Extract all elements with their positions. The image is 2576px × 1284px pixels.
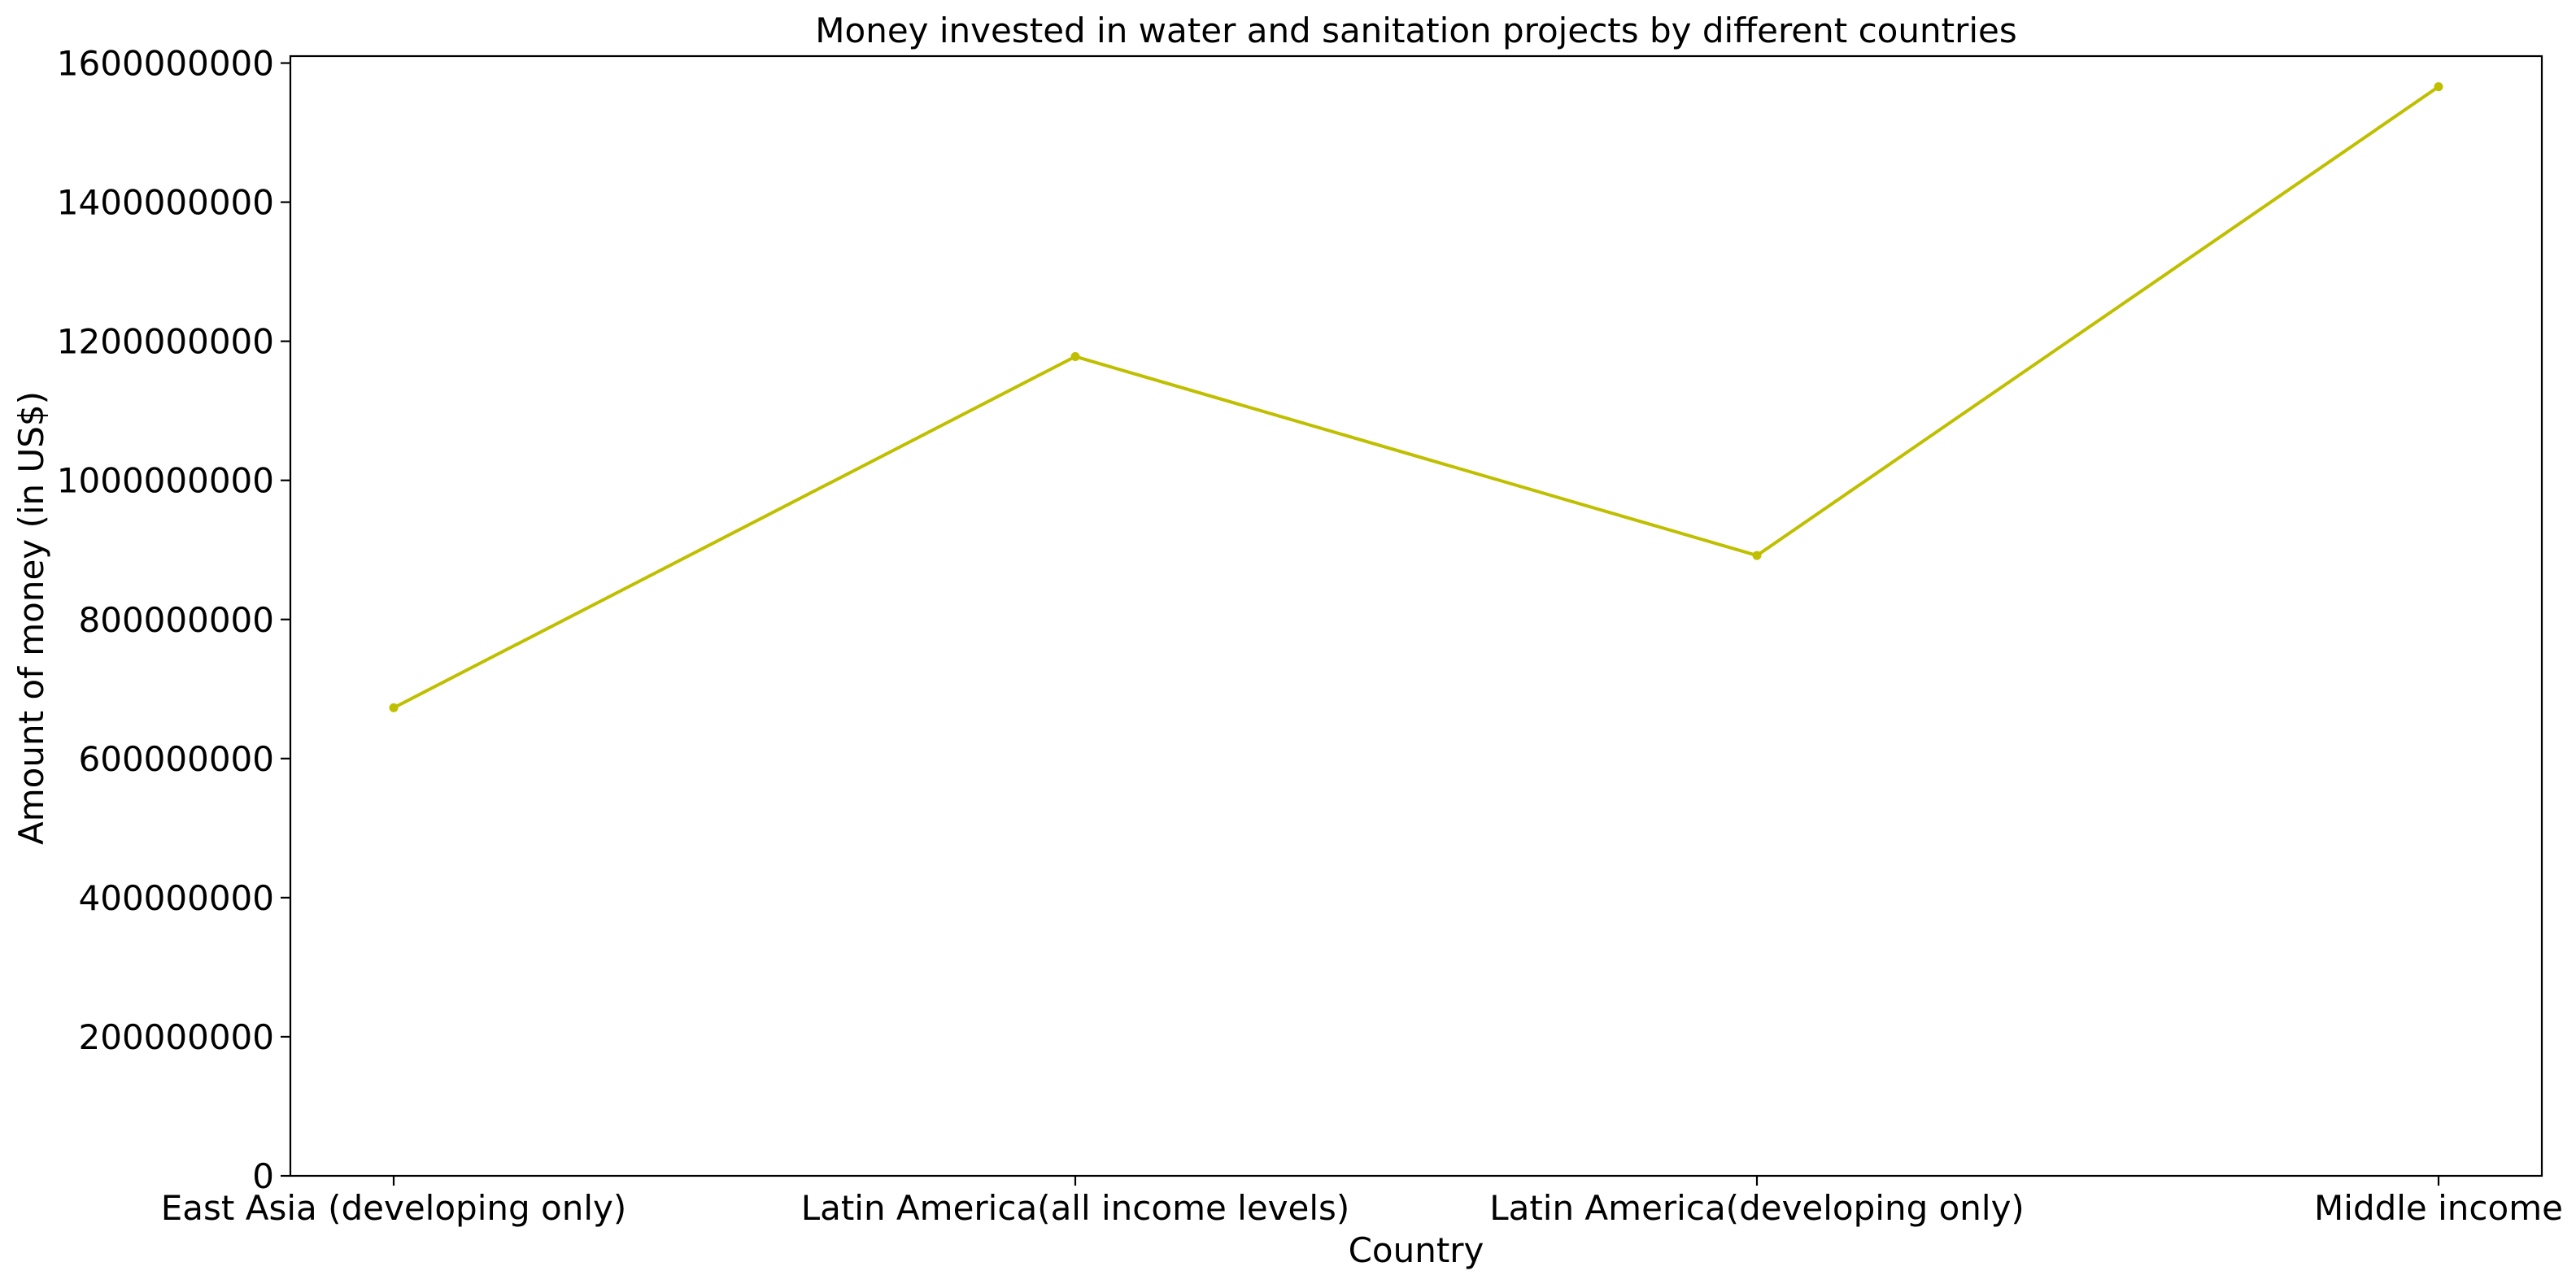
y-tick-label: 1000000000 — [57, 461, 274, 501]
y-tick-label: 600000000 — [79, 739, 275, 779]
series-line — [393, 85, 2440, 710]
y-tick-label: 1600000000 — [57, 44, 274, 84]
y-tick-label: 0 — [252, 1156, 274, 1196]
x-axis-label: Country — [1349, 1230, 1484, 1270]
chart-title: Money invested in water and sanitation p… — [815, 11, 2016, 50]
plot-frame — [289, 54, 2543, 1177]
y-tick-label: 200000000 — [79, 1017, 275, 1057]
y-tick-label: 1200000000 — [57, 322, 274, 362]
data-point — [1070, 351, 1080, 361]
y-tick-label: 1400000000 — [57, 183, 274, 223]
x-tick-label: Latin America(developing only) — [1489, 1188, 2025, 1228]
data-point — [389, 703, 399, 712]
y-tick-label: 800000000 — [79, 600, 275, 640]
data-point — [1752, 551, 1762, 560]
y-tick-label: 400000000 — [79, 878, 275, 918]
plot-area: 0 200000000 400000000 600000000 800000000 100… — [57, 44, 2563, 1228]
data-point — [2434, 82, 2443, 92]
x-tick-label: Middle income — [2314, 1188, 2563, 1228]
y-axis-label: Amount of money (in US$) — [11, 391, 51, 845]
x-tick-label: Latin America(all income levels) — [801, 1188, 1350, 1228]
x-tick-label: East Asia (developing only) — [161, 1188, 626, 1228]
